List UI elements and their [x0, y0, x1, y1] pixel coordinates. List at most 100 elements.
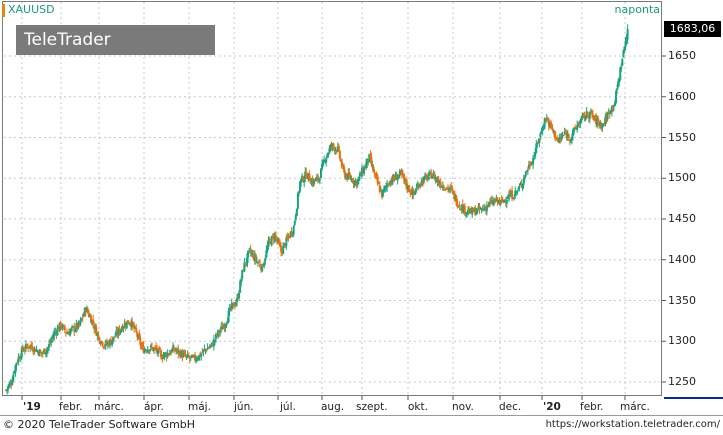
candle-up [407, 185, 410, 190]
candle-up [329, 145, 332, 150]
candle-up [251, 253, 254, 255]
plot-area[interactable] [2, 1, 662, 396]
candle-down [598, 123, 601, 125]
candle-up [379, 190, 382, 192]
candle-down [603, 123, 606, 125]
y-tick-label: 1250 [668, 375, 696, 388]
candle-up [363, 166, 366, 174]
candle-up [106, 342, 109, 345]
candle-down [87, 312, 90, 317]
candle-up [19, 357, 22, 359]
candle-up [572, 130, 574, 136]
candle-up [33, 347, 36, 351]
candle-down [546, 118, 549, 121]
candle-up [228, 307, 231, 312]
candle-up [53, 331, 56, 337]
candle-up [365, 162, 368, 169]
x-tick-label: nov. [452, 401, 474, 413]
candle-down [199, 353, 202, 357]
candle-up [510, 191, 513, 197]
candle-down [160, 353, 163, 360]
candle-down [288, 236, 291, 238]
candle-up [368, 154, 371, 163]
candle-down [564, 133, 567, 135]
candle-up [143, 349, 146, 354]
candle-up [300, 179, 303, 183]
candle-down [290, 231, 293, 235]
candle-down [37, 351, 40, 355]
y-tick-label: 1600 [668, 89, 696, 103]
candle-up [422, 176, 425, 183]
candle-down [474, 207, 477, 216]
candle-up [58, 322, 61, 331]
candle-up [36, 350, 39, 352]
candle-down [374, 173, 377, 176]
x-tick-label: '20 [543, 401, 561, 413]
candle-up [415, 187, 418, 191]
candle-up [485, 205, 488, 212]
candle-down [410, 192, 413, 196]
candle-up [317, 178, 320, 181]
symbol-label[interactable]: XAUUSD [8, 3, 55, 16]
candle-up [517, 187, 520, 189]
candle-up [304, 171, 307, 179]
candle-down [63, 326, 66, 331]
candle-up [493, 200, 496, 202]
candle-up [123, 323, 126, 328]
candle-down [41, 352, 44, 354]
candle-down [59, 322, 62, 328]
candle-up [581, 114, 584, 118]
candle-up [282, 245, 285, 255]
candle-up [114, 336, 117, 338]
candle-down [152, 347, 154, 351]
candle-down [484, 207, 487, 211]
candle-down [378, 185, 381, 192]
candle-up [548, 122, 551, 126]
candle-up [17, 356, 20, 363]
candle-down [55, 332, 58, 335]
candle-down [107, 342, 110, 346]
candle-down [530, 164, 532, 166]
candle-up [66, 333, 69, 335]
candle-down [395, 175, 398, 181]
candle-up [178, 351, 181, 353]
candle-up [579, 120, 582, 125]
x-tick-label: márc. [94, 401, 124, 413]
candle-down [525, 170, 528, 172]
candle-down [417, 185, 420, 189]
interval-label[interactable]: naponta [614, 3, 660, 16]
candle-up [524, 171, 527, 177]
candle-up [225, 323, 228, 326]
candle-down [387, 183, 390, 185]
candle-up [438, 183, 441, 185]
candle-up [176, 349, 179, 351]
candle-up [429, 171, 432, 173]
candle-up [299, 181, 301, 192]
candle-up [200, 353, 203, 356]
candle-down [498, 201, 501, 204]
candle-down [27, 346, 30, 349]
candle-down [258, 261, 261, 264]
candle-up [245, 261, 248, 264]
candle-up [532, 157, 535, 165]
candle-up [273, 233, 276, 242]
candle-up [310, 180, 313, 185]
candle-up [82, 314, 85, 317]
candle-down [470, 208, 473, 214]
candle-up [321, 164, 324, 170]
source-url[interactable]: https://workstation.teletrader.com/ [545, 419, 720, 430]
teletrader-logo: TeleTrader WorkStation [16, 25, 215, 80]
candle-up [125, 321, 128, 329]
candle-up [236, 297, 238, 303]
candle-down [574, 126, 577, 129]
x-tick-label: máj. [188, 401, 211, 413]
candle-up [100, 341, 103, 343]
candle-up [366, 158, 369, 165]
candle-up [394, 174, 397, 180]
candle-up [360, 168, 363, 177]
candle-down [578, 124, 581, 126]
candle-up [231, 303, 234, 305]
candle-up [189, 356, 192, 358]
